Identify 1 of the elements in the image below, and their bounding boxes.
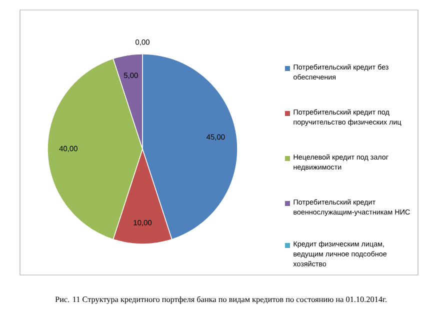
text: Рис. 11 Структура кредитного портфеля банка по видам кредитов по состоянию на 01.10.2014г. [55,296,386,304]
